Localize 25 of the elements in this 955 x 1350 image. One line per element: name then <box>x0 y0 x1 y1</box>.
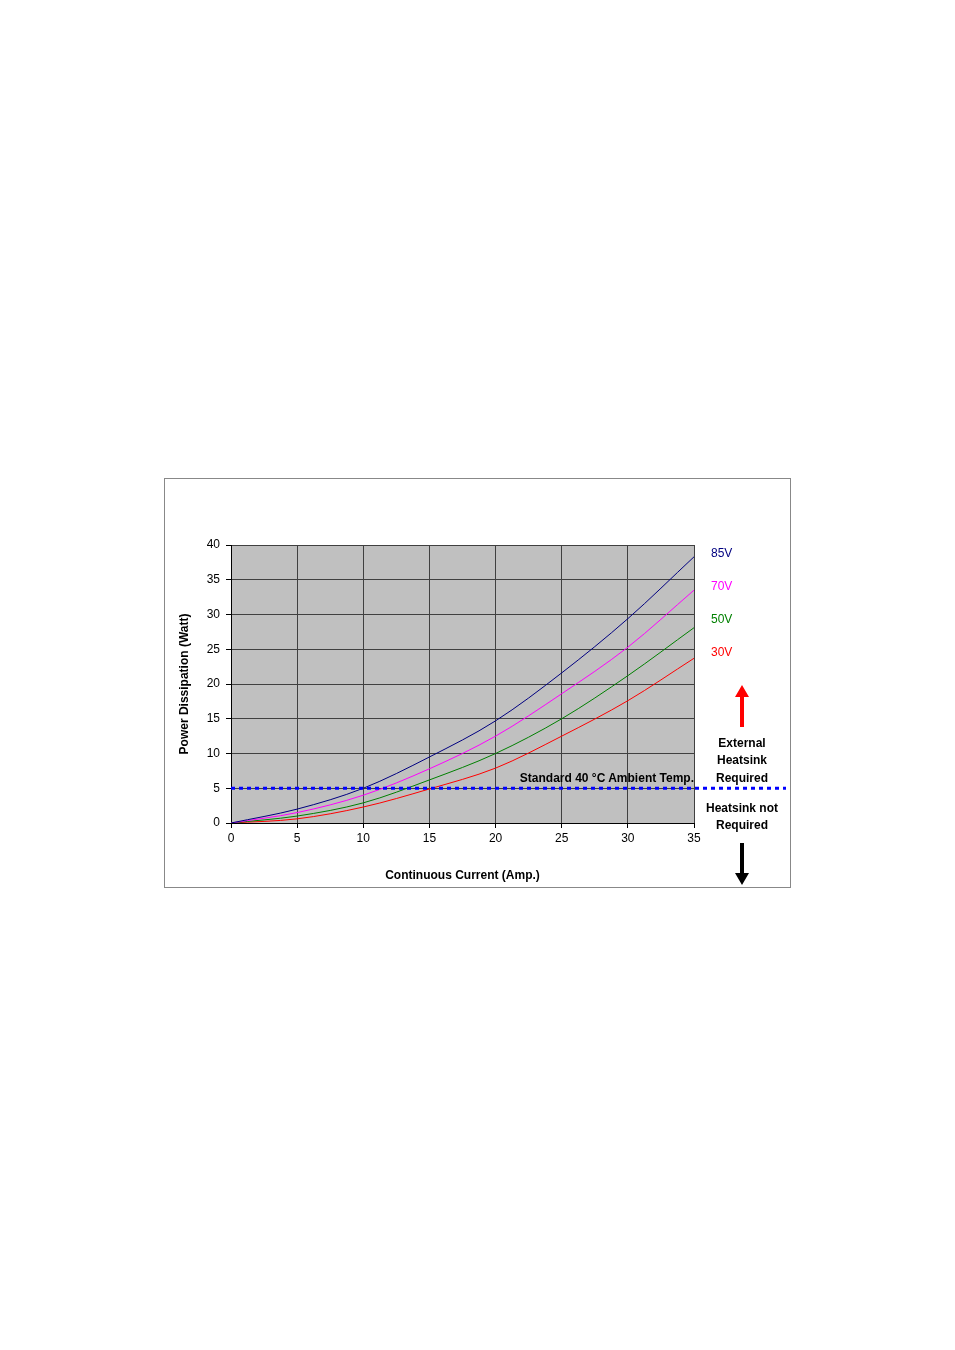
y-tick-label: 20 <box>206 676 221 691</box>
y-axis-title: Power Dissipation (Watt) <box>176 613 191 755</box>
x-axis-title: Continuous Current (Amp.) <box>385 868 540 883</box>
x-tick-label: 10 <box>356 830 371 845</box>
series-label: 30V <box>711 645 733 660</box>
series-label: 70V <box>711 579 733 594</box>
x-tick-label: 30 <box>621 830 635 845</box>
y-tick-label: 15 <box>206 711 221 726</box>
y-tick-label: 10 <box>206 745 221 760</box>
series-label: 50V <box>711 612 733 627</box>
series-label: 85V <box>711 546 733 561</box>
x-tick-label: 15 <box>422 830 437 845</box>
y-tick-label: 25 <box>206 641 221 656</box>
x-tick-label: 20 <box>488 830 503 845</box>
y-tick-label: 35 <box>206 572 221 587</box>
y-tick-label: 30 <box>206 606 221 621</box>
x-tick-label: 35 <box>687 830 701 845</box>
x-tick-label: 25 <box>555 830 569 845</box>
x-tick-label: 0 <box>227 830 235 845</box>
y-tick-label: 0 <box>213 815 221 830</box>
y-tick-label: 40 <box>206 537 221 552</box>
text: Heatsink not Required <box>705 800 779 833</box>
text: External Heatsink Required <box>715 735 769 785</box>
x-tick-label: 5 <box>293 830 301 845</box>
y-tick-label: 5 <box>213 780 221 795</box>
